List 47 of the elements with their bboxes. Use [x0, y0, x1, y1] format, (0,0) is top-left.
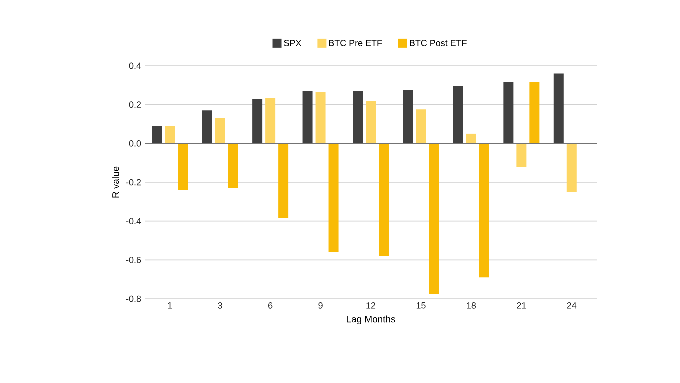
x-tick-label: 6 — [268, 302, 273, 309]
y-tick-label: 0.2 — [129, 102, 142, 108]
bar — [566, 144, 577, 192]
y-tick-label: 0.4 — [129, 62, 142, 70]
bar — [530, 82, 540, 144]
bar — [429, 144, 440, 294]
x-tick-label: 15 — [416, 302, 426, 309]
bar — [152, 126, 162, 144]
bar — [353, 91, 364, 144]
x-tick-label: 12 — [366, 302, 376, 309]
x-tick-label: 18 — [467, 302, 476, 309]
x-tick-label: 21 — [517, 302, 526, 309]
legend-label: BTC Pre ETF — [329, 40, 382, 46]
x-tick-label: 3 — [218, 302, 222, 309]
y-tick-label: -0.6 — [126, 256, 142, 264]
x-tick-label: 1 — [168, 302, 172, 309]
bar — [302, 91, 313, 144]
y-tick-label: 0.0 — [129, 140, 142, 147]
bar — [328, 144, 339, 252]
bar — [366, 100, 376, 144]
bar — [228, 144, 238, 188]
bar — [554, 74, 564, 144]
bar — [403, 90, 414, 144]
bar — [215, 118, 226, 144]
bar — [278, 144, 289, 218]
bar — [504, 82, 514, 144]
bar — [266, 98, 276, 144]
y-axis-title: R value — [112, 166, 120, 198]
y-tick-label: -0.2 — [126, 179, 142, 186]
bar — [178, 144, 188, 190]
x-tick-label: 9 — [318, 302, 323, 309]
x-axis-title: Lag Months — [347, 316, 396, 325]
bar — [453, 86, 464, 144]
bar — [516, 144, 527, 167]
bar — [252, 99, 263, 144]
bar — [466, 134, 476, 144]
bar — [165, 126, 176, 144]
bar — [379, 144, 390, 256]
bar — [316, 92, 326, 144]
bar — [202, 110, 212, 144]
x-tick-label: 24 — [567, 302, 577, 309]
legend-label: SPX — [284, 40, 302, 46]
y-tick-label: -0.4 — [126, 218, 142, 225]
y-tick-label: -0.8 — [126, 296, 142, 302]
bar — [416, 110, 426, 144]
legend-label: BTC Post ETF — [410, 40, 467, 46]
bar — [479, 144, 490, 278]
